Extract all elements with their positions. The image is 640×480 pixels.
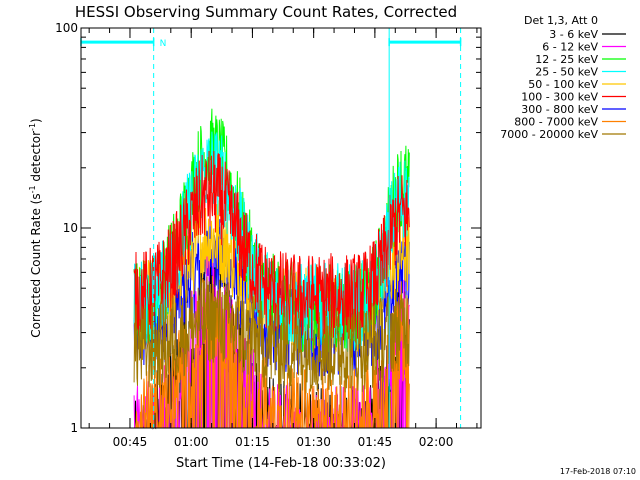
y-axis-label: Corrected Count Rate (s-1 detector-1): [28, 118, 43, 337]
legend-label: 7000 - 20000 keV: [500, 128, 598, 141]
legend-label: 300 - 800 keV: [521, 103, 598, 116]
legend-label: 25 - 50 keV: [535, 66, 598, 79]
y-tick-label: 10: [63, 221, 78, 235]
legend-label: 50 - 100 keV: [528, 78, 598, 91]
x-tick-label: 01:00: [174, 435, 209, 449]
legend-title: Det 1,3, Att 0: [524, 14, 598, 27]
data-layer: [133, 108, 410, 430]
chart-title: HESSI Observing Summary Count Rates, Cor…: [75, 3, 457, 21]
series-line-8: [133, 276, 410, 394]
legend-label: 6 - 12 keV: [542, 41, 598, 54]
legend-label: 800 - 7000 keV: [514, 116, 598, 129]
x-tick-label: 00:45: [113, 435, 148, 449]
x-tick-label: 01:30: [296, 435, 331, 449]
timestamp: 17-Feb-2018 07:10: [560, 467, 636, 476]
observing-segment-label: N: [160, 39, 167, 49]
y-axis: 1 10 100: [55, 21, 481, 435]
x-axis: 00:45 01:00 01:15 01:30 01:45 02:00: [88, 28, 478, 449]
series-line-5: [133, 150, 410, 342]
y-tick-label: 1: [70, 421, 78, 435]
y-tick-label: 100: [55, 21, 78, 35]
x-tick-label: 01:45: [358, 435, 393, 449]
x-tick-label: 01:15: [235, 435, 270, 449]
legend-label: 12 - 25 keV: [535, 53, 598, 66]
x-axis-label: Start Time (14-Feb-18 00:33:02): [176, 456, 386, 471]
legend-label: 3 - 6 keV: [549, 28, 598, 41]
x-tick-label: 02:00: [419, 435, 454, 449]
legend-label: 100 - 300 keV: [521, 91, 598, 104]
